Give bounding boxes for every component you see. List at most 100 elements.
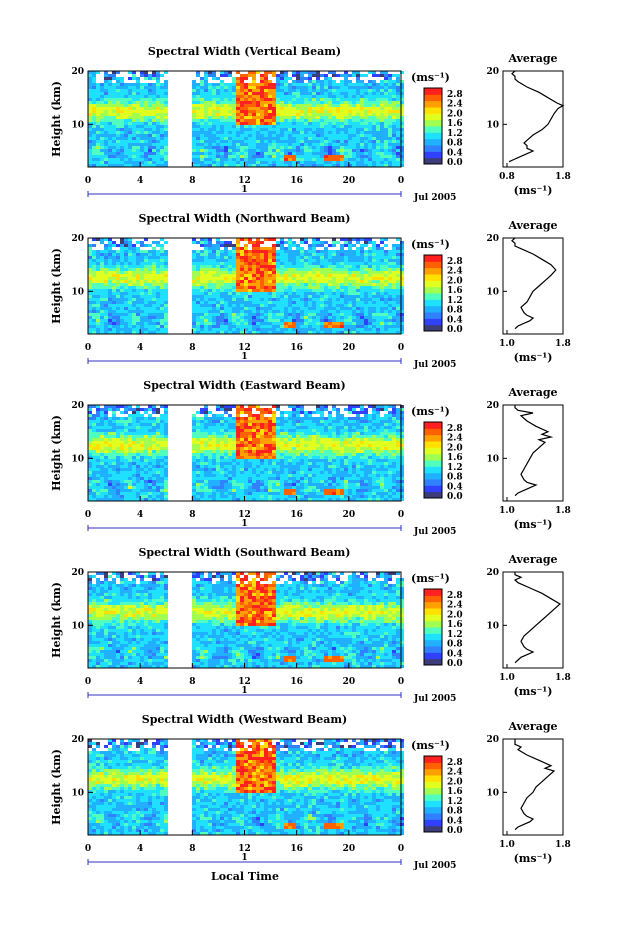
- heatmap-cell: [196, 137, 200, 140]
- heatmap-cell: [124, 301, 128, 304]
- heatmap-cell: [96, 480, 100, 483]
- heatmap-cell: [332, 137, 336, 140]
- heatmap-cell: [236, 164, 240, 167]
- heatmap-cell: [136, 489, 140, 492]
- heatmap-cell: [252, 241, 256, 244]
- heatmap-cell: [344, 322, 348, 325]
- heatmap-cell: [100, 304, 104, 307]
- heatmap-cell: [136, 435, 140, 438]
- heatmap-cell: [104, 319, 108, 322]
- heatmap-cell: [224, 140, 228, 143]
- heatmap-cell: [356, 95, 360, 98]
- heatmap-cell: [88, 122, 92, 125]
- heatmap-cell: [92, 298, 96, 301]
- heatmap-cell: [388, 259, 392, 262]
- heatmap-cell: [276, 122, 280, 125]
- heatmap-cell: [136, 322, 140, 325]
- heatmap-cell: [156, 331, 160, 334]
- heatmap-cell: [240, 152, 244, 155]
- heatmap-cell: [140, 325, 144, 328]
- heatmap-cell: [360, 113, 364, 116]
- heatmap-cell: [256, 86, 260, 89]
- heatmap-cell: [396, 265, 400, 268]
- heatmap-cell: [296, 253, 300, 256]
- heatmap-cell: [308, 134, 312, 137]
- heatmap-cell: [136, 292, 140, 295]
- heatmap-cell: [248, 107, 252, 110]
- heatmap-cell: [308, 158, 312, 161]
- heatmap-cell: [264, 83, 268, 86]
- heatmap-cell: [388, 268, 392, 271]
- heatmap-cell: [400, 98, 404, 101]
- heatmap-cell: [316, 95, 320, 98]
- heatmap-cell: [320, 244, 324, 247]
- heatmap-cell: [88, 468, 92, 471]
- heatmap-cell: [368, 110, 372, 113]
- heatmap-cell: [384, 140, 388, 143]
- heatmap-cell: [112, 122, 116, 125]
- heatmap-cell: [252, 80, 256, 83]
- heatmap-cell: [252, 280, 256, 283]
- heatmap-cell: [128, 280, 132, 283]
- heatmap-cell: [88, 420, 92, 423]
- heatmap-cell: [296, 137, 300, 140]
- heatmap-cell: [152, 158, 156, 161]
- heatmap-cell: [260, 253, 264, 256]
- heatmap-cell: [100, 110, 104, 113]
- heatmap-cell: [336, 298, 340, 301]
- heatmap-cell: [380, 137, 384, 140]
- heatmap-cell: [300, 131, 304, 134]
- heatmap-cell: [132, 477, 136, 480]
- heatmap-cell: [192, 250, 196, 253]
- heatmap-cell: [152, 253, 156, 256]
- heatmap-cell: [192, 256, 196, 259]
- heatmap-cell: [116, 259, 120, 262]
- heatmap-cell: [392, 104, 396, 107]
- heatmap-cell: [92, 149, 96, 152]
- heatmap-cell: [308, 316, 312, 319]
- heatmap-cell: [232, 292, 236, 295]
- heatmap-cell: [204, 244, 208, 247]
- heatmap-cell: [112, 98, 116, 101]
- heatmap-cell: [120, 149, 124, 152]
- heatmap-cell: [364, 274, 368, 277]
- heatmap-cell: [364, 259, 368, 262]
- heatmap-cell: [392, 95, 396, 98]
- heatmap-cell: [352, 158, 356, 161]
- heatmap-cell: [116, 462, 120, 465]
- heatmap-cell: [116, 77, 120, 80]
- heatmap-cell: [228, 253, 232, 256]
- heatmap-cell: [148, 104, 152, 107]
- heatmap-cell: [128, 247, 132, 250]
- heatmap-cell: [88, 161, 92, 164]
- heatmap-cell: [324, 137, 328, 140]
- heatmap-cell: [108, 286, 112, 289]
- heatmap-cell: [276, 77, 280, 80]
- heatmap-cell: [148, 286, 152, 289]
- heatmap-cell: [332, 74, 336, 77]
- heatmap-cell: [204, 307, 208, 310]
- heatmap-cell: [296, 95, 300, 98]
- heatmap-cell: [320, 83, 324, 86]
- heatmap-cell: [104, 486, 108, 489]
- heatmap-cell: [364, 116, 368, 119]
- heatmap-cell: [212, 292, 216, 295]
- heatmap-cell: [392, 328, 396, 331]
- heatmap-cell: [164, 277, 168, 280]
- heatmap-cell: [144, 274, 148, 277]
- heatmap-cell: [148, 319, 152, 322]
- heatmap-cell: [280, 143, 284, 146]
- heatmap-cell: [216, 250, 220, 253]
- heatmap-cell: [152, 83, 156, 86]
- heatmap-cell: [96, 155, 100, 158]
- heatmap-cell: [332, 238, 336, 241]
- heatmap-cell: [196, 271, 200, 274]
- heatmap-cell: [352, 140, 356, 143]
- heatmap-cell: [284, 286, 288, 289]
- heatmap-cell: [240, 289, 244, 292]
- heatmap-cell: [324, 319, 328, 322]
- heatmap-cell: [292, 325, 296, 328]
- heatmap-cell: [212, 92, 216, 95]
- heatmap-cell: [196, 95, 200, 98]
- heatmap-cell: [196, 110, 200, 113]
